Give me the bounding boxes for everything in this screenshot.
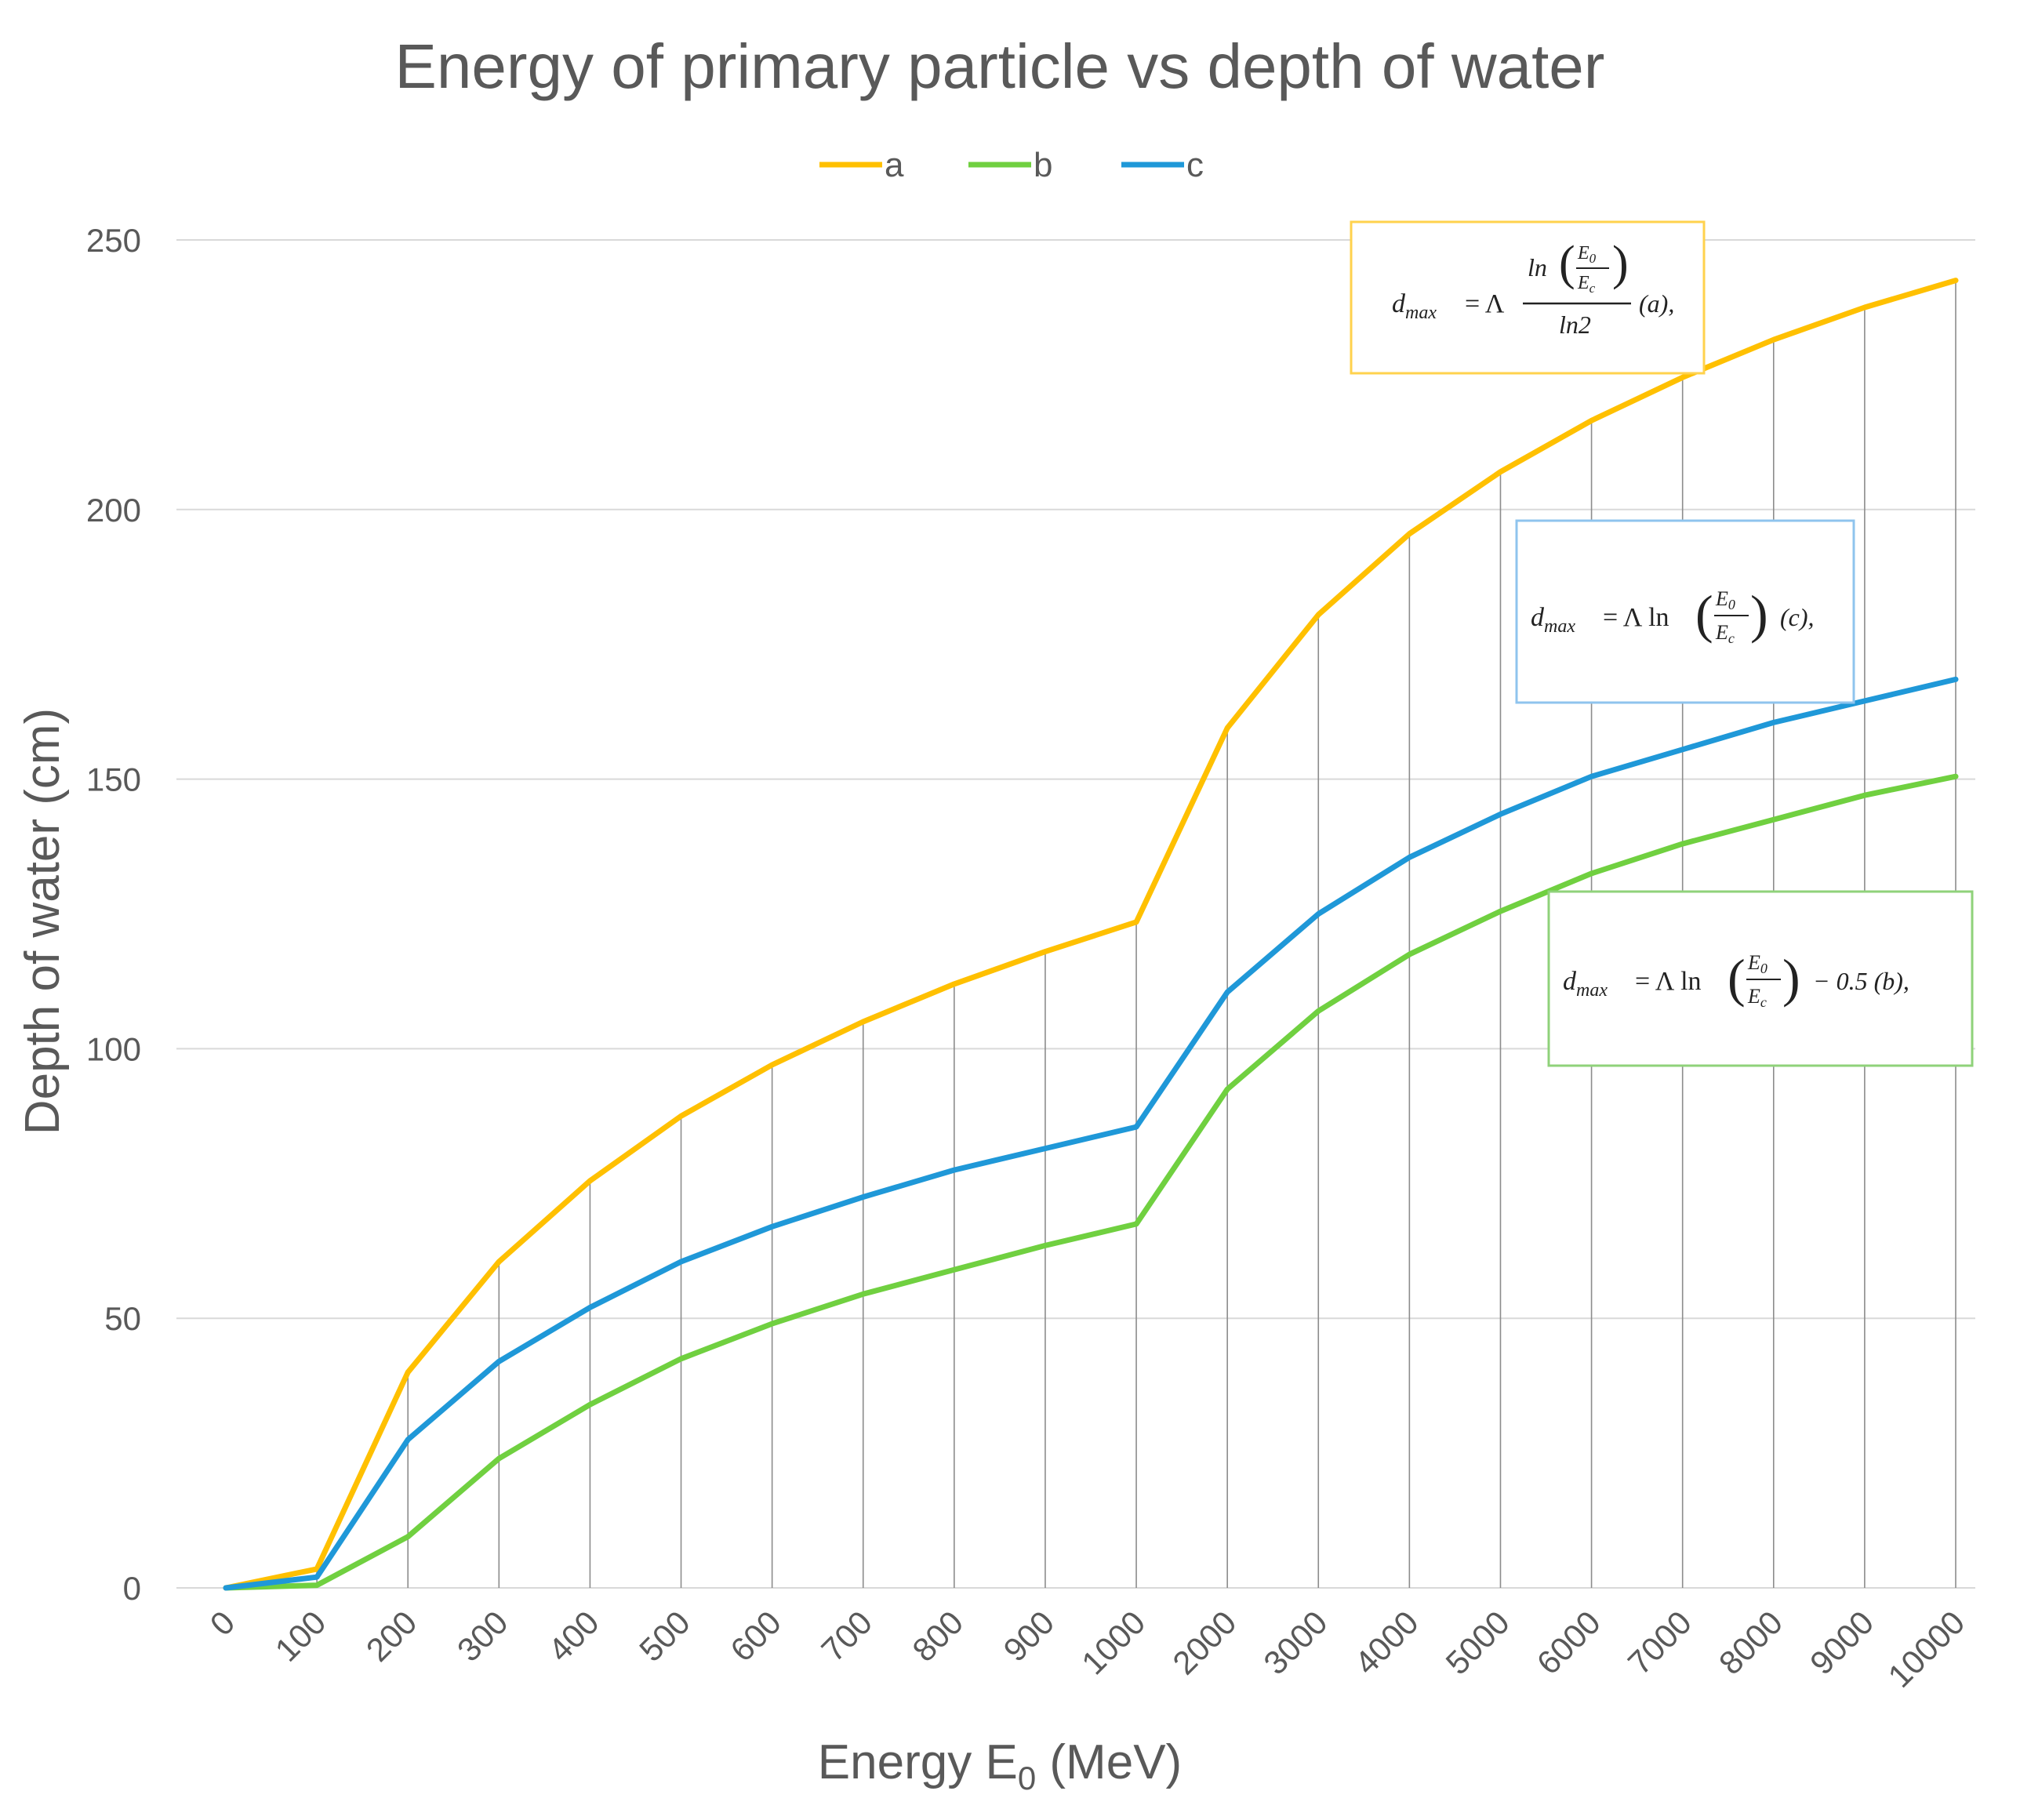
eq-a-num-Ec-sub: c xyxy=(1589,281,1596,296)
eq-a-paren-left: ( xyxy=(1559,237,1575,290)
y-axis-title: Depth of water (cm) xyxy=(16,708,70,1135)
legend-label-b: b xyxy=(1034,146,1052,184)
equation-box-c: dmax = Λ ln ( E0 Ec ) (c), xyxy=(1515,519,1855,704)
x-axis-title-subscript: 0 xyxy=(1018,1760,1036,1796)
x-tick-label: 1000 xyxy=(1074,1604,1152,1681)
equation-box-a: dmax = Λ ln ( E0 Ec ) ln2 (a), xyxy=(1350,220,1706,375)
eq-c-suffix: (c), xyxy=(1780,603,1815,631)
y-tick-label: 50 xyxy=(104,1300,141,1337)
eq-a-equals: = Λ xyxy=(1465,289,1505,318)
svg-text:dmax: dmax xyxy=(1392,289,1437,323)
eq-c-lhs: d xyxy=(1531,603,1545,632)
equation-box-b: dmax = Λ ln ( E0 Ec ) − 0.5 (b), xyxy=(1547,890,1974,1067)
x-tick-label: 4000 xyxy=(1347,1604,1425,1681)
eq-b-E: E xyxy=(1747,951,1760,974)
eq-c-paren-right: ) xyxy=(1750,584,1768,644)
eq-b-lhs: d xyxy=(1563,967,1577,996)
svg-text:Ec: Ec xyxy=(1715,621,1735,646)
x-tick-label: 8000 xyxy=(1712,1604,1789,1681)
x-tick-label: 400 xyxy=(541,1604,606,1669)
eq-a-paren-right: ) xyxy=(1612,237,1629,290)
x-tick-label: 800 xyxy=(905,1604,970,1669)
eq-b-equals: = Λ ln xyxy=(1635,967,1702,996)
x-tick-label: 7000 xyxy=(1621,1604,1698,1681)
eq-b-Ec-sub: c xyxy=(1760,994,1767,1010)
eq-b-paren-right: ) xyxy=(1782,948,1800,1008)
y-tick-label: 200 xyxy=(86,492,141,529)
x-axis-title-unit: (MeV) xyxy=(1036,1735,1182,1789)
svg-text:E0: E0 xyxy=(1577,243,1597,266)
x-tick-label: 300 xyxy=(450,1604,515,1669)
y-tick-label: 0 xyxy=(123,1570,141,1607)
legend-label-a: a xyxy=(885,146,904,184)
eq-b-lhs-sub: max xyxy=(1576,980,1608,1001)
series-line-a xyxy=(223,278,1959,1591)
x-tick-label: 900 xyxy=(997,1604,1062,1669)
eq-c-lhs-sub: max xyxy=(1544,616,1575,637)
svg-text:E0: E0 xyxy=(1747,951,1768,976)
x-tick-label: 100 xyxy=(268,1604,333,1669)
svg-text:dmax: dmax xyxy=(1563,967,1608,1001)
x-tick-label: 5000 xyxy=(1439,1604,1517,1681)
eq-a-num-E: E xyxy=(1577,243,1589,263)
eq-b-Ec: E xyxy=(1747,985,1760,1008)
eq-a-lhs: d xyxy=(1392,289,1406,318)
x-tick-label: 3000 xyxy=(1256,1604,1334,1681)
series-line-c xyxy=(223,676,1959,1591)
x-tick-label: 10000 xyxy=(1881,1604,1972,1695)
eq-b-E-sub: 0 xyxy=(1760,961,1768,976)
x-axis-tick-labels: 0 100 200 300 400 500 600 700 800 900 1000 2000 3000… xyxy=(203,1604,1972,1695)
eq-a-den: ln2 xyxy=(1559,311,1591,339)
x-tick-label: 6000 xyxy=(1530,1604,1608,1681)
svg-text:Ec: Ec xyxy=(1747,985,1767,1010)
chart-title: Energy of primary particle vs depth of w… xyxy=(395,31,1605,101)
svg-text:Ec: Ec xyxy=(1577,273,1596,296)
legend: a b c xyxy=(819,146,1204,184)
series-line-b xyxy=(223,773,1959,1591)
x-tick-label: 600 xyxy=(723,1604,788,1669)
x-tick-label: 9000 xyxy=(1803,1604,1880,1681)
eq-c-Ec: E xyxy=(1715,621,1728,644)
eq-a-lhs-sub: max xyxy=(1405,303,1437,323)
svg-text:E0: E0 xyxy=(1715,587,1735,612)
x-tick-label: 0 xyxy=(203,1604,242,1643)
eq-b-paren-left: ( xyxy=(1728,948,1746,1008)
eq-a-num-E-sub: 0 xyxy=(1589,251,1597,266)
x-axis-title: Energy E0 (MeV) xyxy=(818,1735,1182,1796)
legend-label-c: c xyxy=(1186,146,1204,184)
x-tick-label: 500 xyxy=(632,1604,697,1669)
eq-a-num-Ec: E xyxy=(1577,273,1589,293)
eq-c-equals: = Λ ln xyxy=(1603,603,1669,632)
y-tick-label: 250 xyxy=(86,222,141,259)
eq-c-paren-left: ( xyxy=(1695,584,1713,644)
x-tick-label: 700 xyxy=(814,1604,879,1669)
eq-c-E-sub: 0 xyxy=(1728,597,1735,612)
series-lines xyxy=(223,278,1959,1591)
svg-text:dmax: dmax xyxy=(1531,603,1575,637)
y-axis-tick-labels: 0 50 100 150 200 250 xyxy=(86,222,141,1607)
eq-c-Ec-sub: c xyxy=(1728,630,1735,646)
eq-c-E: E xyxy=(1715,587,1728,610)
x-tick-label: 200 xyxy=(359,1604,424,1669)
eq-a-num-ln: ln xyxy=(1528,253,1547,282)
x-tick-label: 2000 xyxy=(1165,1604,1243,1681)
x-axis-title-main: Energy E xyxy=(818,1735,1018,1789)
y-tick-label: 150 xyxy=(86,761,141,798)
y-tick-label: 100 xyxy=(86,1030,141,1067)
eq-a-suffix: (a), xyxy=(1639,289,1674,318)
eq-b-suffix: − 0.5 (b), xyxy=(1813,967,1909,995)
